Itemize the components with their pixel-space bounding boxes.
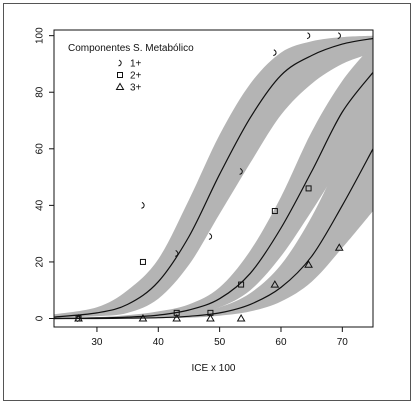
confidence-band-2: [54, 44, 373, 319]
legend-label-3: 3+: [130, 83, 142, 94]
fitted-curves: [54, 37, 373, 320]
fitted-curve-1: [54, 37, 373, 318]
legend-title: Componentes S. Metabólico: [68, 43, 194, 54]
x-axis: 30 40 50 60 70: [91, 327, 348, 348]
confidence-band-3: [54, 92, 373, 319]
confidence-band-1: [54, 35, 373, 318]
data-point-2-5: [238, 281, 245, 288]
fitted-curve-3: [54, 148, 373, 320]
legend-marker-2: [117, 72, 123, 78]
data-point-1-5: [239, 167, 243, 175]
x-tick-label: 50: [214, 337, 226, 348]
y-axis: 0 20 40 60 80 100: [35, 27, 54, 321]
data-point-2-6: [271, 208, 278, 215]
y-tick-label: 100: [35, 27, 46, 44]
legend-label-2: 2+: [130, 71, 142, 82]
data-points: [74, 32, 344, 322]
x-tick-label: 70: [337, 337, 349, 348]
data-point-3-8: [334, 243, 344, 251]
data-point-3-6: [270, 280, 280, 288]
data-point-3-3: [172, 314, 182, 322]
fitted-curve-2: [54, 72, 373, 320]
legend-marker-1: [118, 59, 122, 67]
x-tick-label: 30: [91, 337, 103, 348]
x-tick-label: 60: [275, 337, 287, 348]
legend-label-1: 1+: [130, 59, 142, 70]
legend: Componentes S. Metabólico 1+2+3+: [68, 43, 194, 94]
y-tick-label: 20: [35, 256, 46, 268]
data-point-3-2: [138, 314, 148, 322]
plot-area-border: [53, 29, 374, 328]
data-point-1-7: [306, 32, 311, 40]
confidence-bands: [54, 35, 373, 319]
data-point-2-2: [139, 258, 146, 265]
y-tick-label: 80: [35, 86, 46, 98]
x-tick-label: 40: [153, 337, 165, 348]
y-tick-label: 0: [35, 315, 46, 321]
data-point-3-5: [236, 314, 246, 322]
legend-marker-3: [115, 82, 125, 90]
data-point-3-4: [206, 314, 215, 322]
data-point-1-3: [174, 250, 179, 257]
data-point-2-7: [305, 185, 312, 192]
data-point-1-6: [273, 49, 277, 57]
x-axis-title: ICE x 100: [192, 363, 236, 374]
y-tick-label: 40: [35, 199, 46, 211]
data-point-3-7: [304, 260, 313, 268]
data-point-3-1: [74, 314, 83, 322]
data-point-1-4: [208, 233, 213, 240]
data-point-1-8: [337, 32, 341, 40]
y-tick-label: 60: [35, 143, 46, 155]
legend-entries: 1+2+3+: [115, 59, 142, 94]
data-point-1-2: [141, 201, 145, 209]
